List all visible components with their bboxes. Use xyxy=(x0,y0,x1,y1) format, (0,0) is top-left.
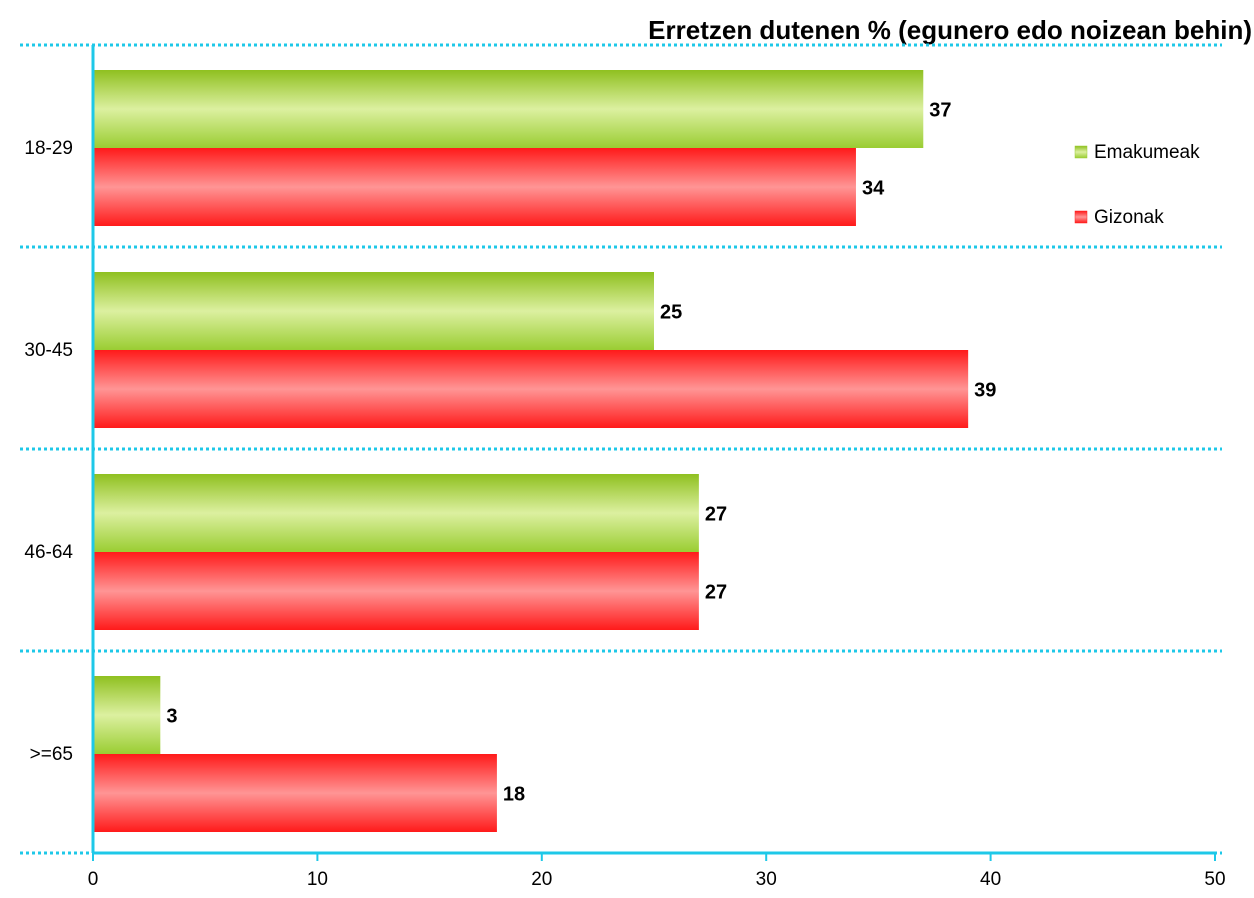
y-tick-label: 18-29 xyxy=(24,138,73,159)
value-label: 3 xyxy=(166,705,177,727)
y-tick-label: 46-64 xyxy=(24,542,73,563)
y-tick-label: >=65 xyxy=(30,744,73,765)
value-label: 18 xyxy=(503,783,525,805)
x-tick-label: 20 xyxy=(531,869,552,890)
legend-label: Emakumeak xyxy=(1094,142,1200,163)
legend-swatch xyxy=(1074,210,1088,224)
legend-swatch xyxy=(1074,145,1088,159)
value-label: 25 xyxy=(660,301,682,323)
value-label: 27 xyxy=(705,581,727,603)
value-label: 27 xyxy=(705,503,727,525)
bar xyxy=(93,70,924,148)
bar xyxy=(93,350,969,428)
bar xyxy=(93,552,699,630)
value-label: 34 xyxy=(862,177,885,199)
value-label: 37 xyxy=(929,99,951,121)
x-tick-label: 50 xyxy=(1204,869,1225,890)
value-label: 39 xyxy=(974,379,996,401)
legend-label: Gizonak xyxy=(1094,207,1164,228)
x-tick-label: 10 xyxy=(307,869,328,890)
y-tick-label: 30-45 xyxy=(24,340,73,361)
bar xyxy=(93,272,654,350)
bar xyxy=(93,148,856,226)
x-tick-label: 0 xyxy=(88,869,99,890)
bar xyxy=(93,676,161,754)
bar xyxy=(93,754,497,832)
chart-title: Erretzen dutenen % (egunero edo noizean … xyxy=(648,15,1252,45)
x-tick-label: 30 xyxy=(756,869,777,890)
x-tick-label: 40 xyxy=(980,869,1001,890)
bar xyxy=(93,474,699,552)
